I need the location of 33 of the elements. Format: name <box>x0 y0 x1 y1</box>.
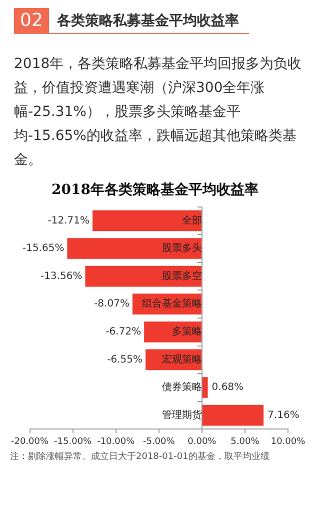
bar <box>92 210 202 232</box>
y-tick-label: 全部 <box>182 214 202 226</box>
data-label: -15.65% <box>22 243 64 254</box>
x-tick-label: -20.00% <box>10 436 50 447</box>
x-tick-label: 0.00% <box>188 436 217 447</box>
text: 2018年，各类策略私募基金平均回报多为负收益，价值投资遭遇寒潮（沪深300全年涨幅-25.31%），股票多头策略基金平均-15.65%的收益率，跌幅远超其他策略类基金。 <box>14 55 303 170</box>
y-tick-label: 股票多头 <box>162 242 202 254</box>
x-tick-label: 10.00% <box>270 436 306 447</box>
bar <box>85 266 202 287</box>
y-tick-label: 债券策略 <box>162 381 202 394</box>
chart-title: 2018年各类策略基金平均收益率 <box>52 181 258 198</box>
bar <box>202 404 264 426</box>
text: 注：剔除涨幅异常、成立日大于2018-01-01的基金，取平均业绩 <box>10 450 270 463</box>
x-tick-label: 5.00% <box>230 436 260 447</box>
data-label: 0.68% <box>212 382 244 394</box>
y-tick-label: 多策略 <box>172 325 202 338</box>
text: 02 <box>14 8 49 33</box>
bar <box>202 377 208 398</box>
data-label: -13.56% <box>40 270 82 282</box>
data-label: 7.16% <box>268 410 300 421</box>
y-tick-label: 宏观策略 <box>162 353 202 366</box>
data-label: -6.72% <box>106 326 142 338</box>
x-tick-label: -10.00% <box>97 436 136 447</box>
y-tick-label: 管理期货 <box>162 408 202 421</box>
data-label: -8.07% <box>94 298 130 310</box>
text: 各类策略私募基金平均收益率 <box>56 12 239 30</box>
x-tick-label: -5.00% <box>142 436 176 447</box>
y-tick-label: 股票多空 <box>162 270 202 282</box>
y-tick-label: 组合基金策略 <box>142 298 202 310</box>
x-tick-label: -15.00% <box>54 436 92 447</box>
data-label: -6.55% <box>107 354 143 366</box>
bar <box>67 238 202 259</box>
data-label: -12.71% <box>48 215 90 226</box>
